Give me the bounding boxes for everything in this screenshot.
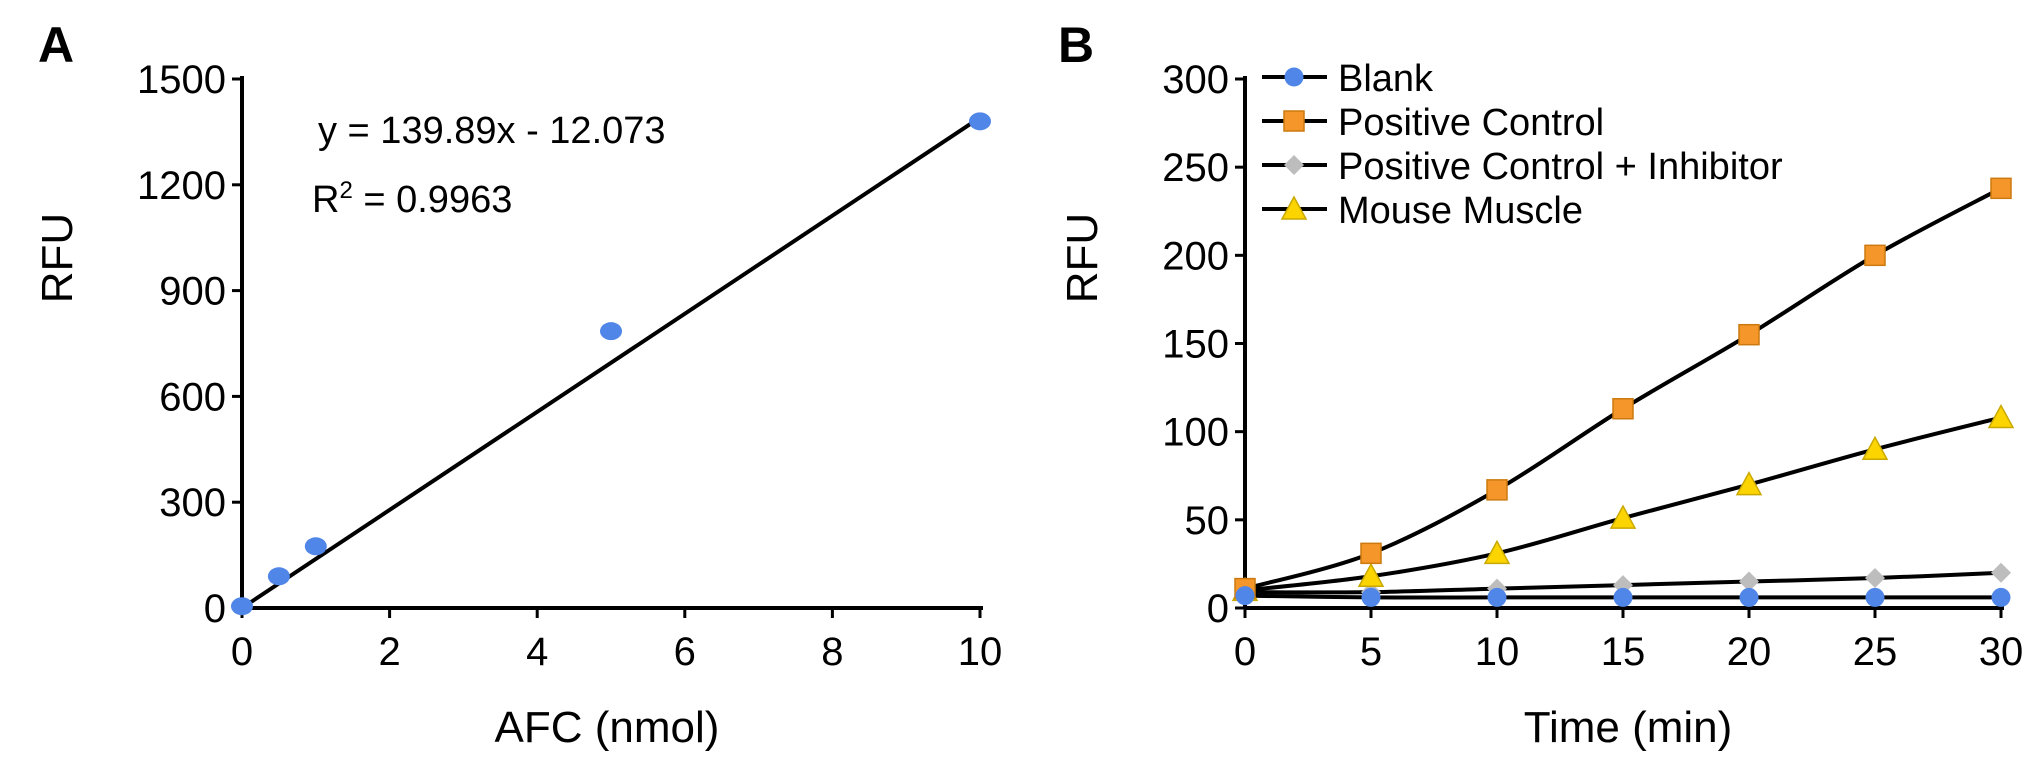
- data-point-circle: [1865, 587, 1885, 607]
- y-tick-label: 50: [1185, 499, 1230, 543]
- trendline: [240, 117, 980, 610]
- x-tick-label: 5: [1360, 630, 1382, 674]
- x-tick-label: 4: [526, 630, 548, 674]
- y-tick-label: 0: [1207, 587, 1229, 631]
- data-point-circle: [1991, 587, 2011, 607]
- y-tick-label: 200: [1162, 234, 1229, 278]
- data-point-diamond: [1865, 568, 1885, 589]
- data-point-triangle: [1609, 504, 1637, 529]
- legend-marker-square: [1283, 110, 1305, 132]
- y-tick-label: 1500: [137, 58, 226, 102]
- data-point-circle: [1739, 587, 1759, 607]
- panel-a-x-axis-title: AFC (nmol): [495, 703, 720, 752]
- y-tick-label: 300: [159, 481, 226, 525]
- x-tick-label: 6: [674, 630, 696, 674]
- y-tick-label: 250: [1162, 146, 1229, 190]
- data-point: [267, 567, 290, 586]
- data-point-square: [1612, 397, 1634, 420]
- x-tick-label: 2: [378, 630, 400, 674]
- panel-a-letter: A: [38, 17, 74, 73]
- y-tick-label: 600: [159, 375, 226, 419]
- legend-item: Positive Control: [1262, 102, 1604, 144]
- data-point-triangle: [1483, 539, 1511, 565]
- panel-b-letter: B: [1058, 17, 1094, 73]
- legend-label: Mouse Muscle: [1338, 190, 1583, 232]
- data-point-triangle: [1987, 403, 2015, 429]
- y-tick-label: 300: [1162, 58, 1229, 102]
- data-point-triangle: [1735, 471, 1763, 496]
- y-tick-label: 100: [1162, 411, 1229, 455]
- x-tick-label: 15: [1601, 630, 1646, 674]
- x-tick-label: 8: [821, 630, 843, 674]
- legend-item: Mouse Muscle: [1262, 190, 1583, 232]
- legend-item: Positive Control + Inhibitor: [1262, 146, 1783, 188]
- data-point-square: [1738, 323, 1760, 346]
- data-point-triangle: [1861, 435, 1889, 461]
- panel-a: A RFU AFC (nmol) y = 139.89x - 12.073 R2…: [33, 17, 1002, 752]
- data-point-square: [1360, 542, 1382, 565]
- legend-marker-diamond: [1284, 155, 1304, 175]
- x-tick-label: 20: [1727, 630, 1772, 674]
- panel-b-y-axis-title: RFU: [1058, 213, 1107, 303]
- y-tick-label: 150: [1162, 323, 1229, 367]
- y-tick-label: 0: [204, 587, 226, 631]
- data-point-square: [1486, 479, 1508, 501]
- legend-item: Blank: [1262, 58, 1434, 100]
- data-point: [304, 537, 327, 556]
- x-tick-label: 0: [1234, 630, 1256, 674]
- data-point: [969, 112, 991, 131]
- panel-a-equation: y = 139.89x - 12.073: [318, 110, 666, 152]
- legend-label: Blank: [1338, 58, 1434, 100]
- x-tick-label: 0: [231, 630, 253, 674]
- series-line-triangle: [1244, 415, 2002, 593]
- panel-b-x-axis-title: Time (min): [1524, 703, 1733, 752]
- panel-a-r-squared: R2 = 0.9963: [312, 177, 512, 221]
- legend-marker-circle: [1284, 67, 1304, 87]
- x-tick-label: 10: [958, 630, 1003, 674]
- x-tick-label: 25: [1853, 630, 1898, 674]
- legend-label: Positive Control + Inhibitor: [1338, 146, 1783, 188]
- x-tick-label: 30: [1979, 630, 2024, 674]
- panel-a-y-axis-title: RFU: [33, 213, 82, 303]
- data-point: [231, 597, 253, 616]
- data-point-circle: [1613, 587, 1633, 607]
- x-tick-label: 10: [1475, 630, 1520, 674]
- y-tick-label: 1200: [137, 164, 226, 208]
- legend-marker-triangle: [1280, 195, 1308, 220]
- data-point: [600, 322, 622, 341]
- data-point-diamond: [1739, 571, 1759, 592]
- panel-b: B RFU Time (min) 0 50 100 150 200 250 300 0 5 10 1…: [1058, 17, 2023, 752]
- data-point-diamond: [1991, 562, 2011, 583]
- y-tick-label: 900: [159, 270, 226, 314]
- data-point-square: [1864, 244, 1886, 267]
- data-point-square: [1990, 177, 2012, 200]
- data-point-circle: [1235, 586, 1255, 606]
- data-point-circle: [1487, 587, 1507, 607]
- data-point-triangle: [1357, 562, 1385, 588]
- legend-label: Positive Control: [1338, 102, 1604, 144]
- data-point-circle: [1361, 587, 1381, 607]
